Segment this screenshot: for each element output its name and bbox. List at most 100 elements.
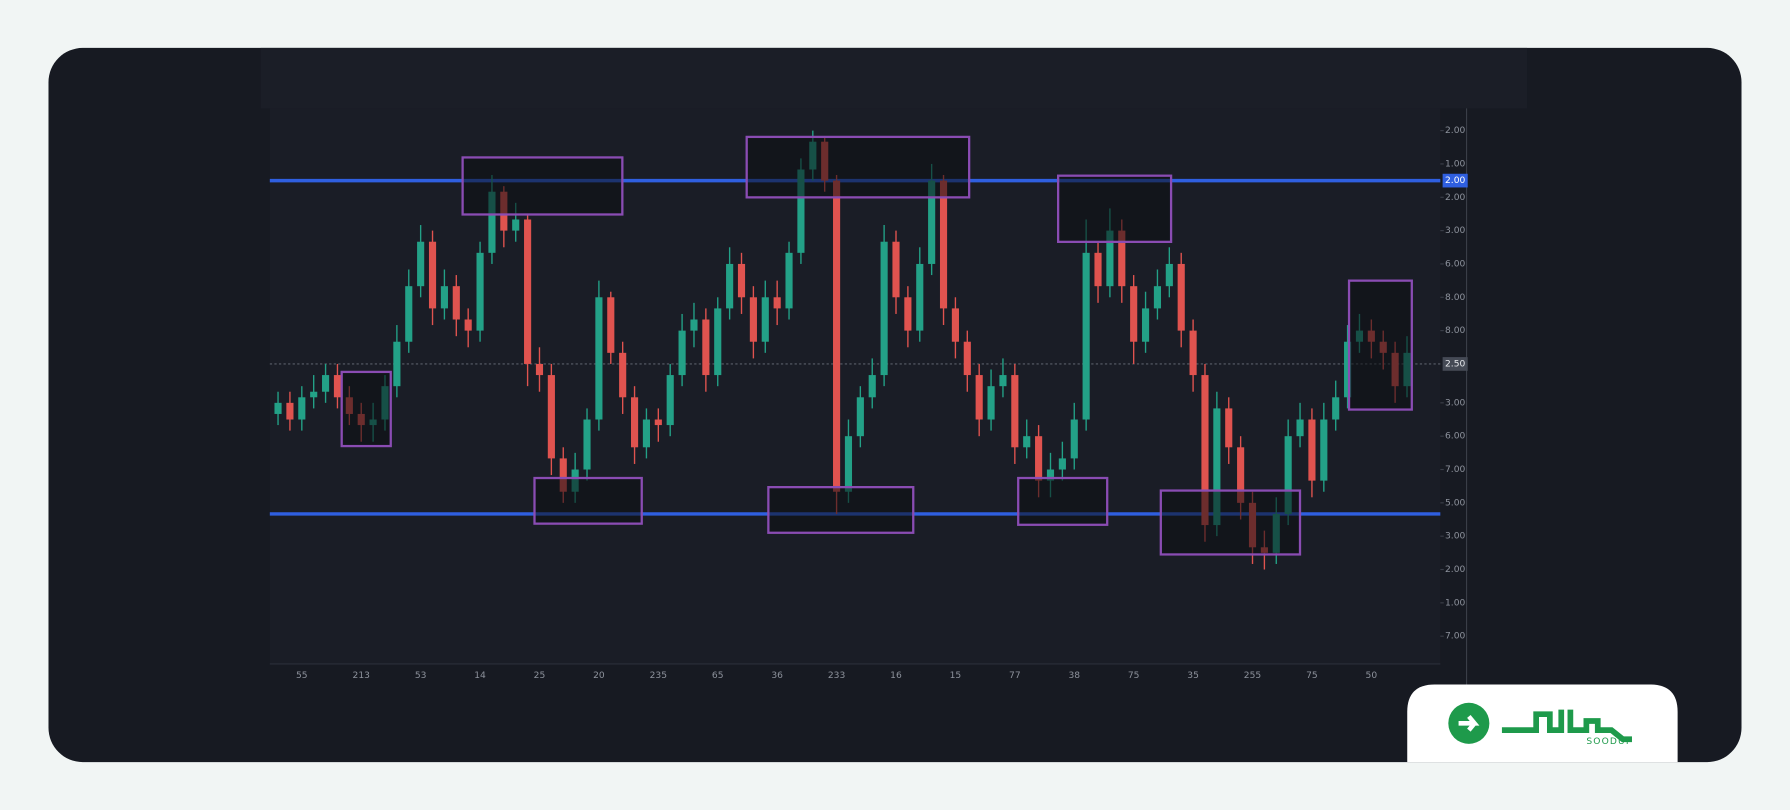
logo-script xyxy=(1501,709,1632,743)
box xyxy=(1159,489,1302,556)
box xyxy=(767,486,915,534)
candle-body xyxy=(286,402,294,420)
highlight-boxes xyxy=(340,135,1413,556)
candle-body xyxy=(583,419,591,470)
candle-body xyxy=(595,297,603,420)
candle-body xyxy=(1058,458,1066,470)
candle-body xyxy=(1177,263,1185,331)
y-tick-label: 2.00 xyxy=(1445,126,1465,136)
candle-body xyxy=(1141,308,1150,342)
candle-body xyxy=(749,297,757,342)
y-tick-label: 8.00 xyxy=(1445,326,1465,336)
candle-body xyxy=(726,263,734,309)
candle-body xyxy=(322,375,330,392)
candle-body xyxy=(512,219,520,231)
candle-body xyxy=(440,286,448,309)
candle-body xyxy=(939,180,948,309)
x-tick-label: 75 xyxy=(1306,671,1318,681)
y-tick-label: 5.00 xyxy=(1445,498,1465,508)
x-tick-label: 25 xyxy=(534,671,546,681)
candle-body xyxy=(797,169,805,253)
candle-body xyxy=(1308,419,1316,481)
x-tick-label: 55 xyxy=(296,671,308,681)
candle-body xyxy=(1225,408,1233,448)
price-line-badge xyxy=(1442,357,1468,371)
y-tick-label: 3.00 xyxy=(1445,398,1465,408)
candle-body xyxy=(535,363,544,376)
box xyxy=(1057,174,1173,243)
x-tick-label: 213 xyxy=(353,671,371,681)
logo-tab xyxy=(1407,684,1678,763)
candle-body xyxy=(928,180,936,264)
candle-body xyxy=(630,397,639,448)
candle-body xyxy=(1082,252,1090,420)
box xyxy=(533,476,643,525)
x-tick-label: 50 xyxy=(1366,671,1378,681)
candle-body xyxy=(559,458,567,492)
x-tick-label: 75 xyxy=(1128,671,1140,681)
level-label: 2.00 xyxy=(1445,176,1465,186)
y-tick-label: 2.00 xyxy=(1445,565,1465,575)
candle-body xyxy=(987,386,995,420)
x-tick-label: 16 xyxy=(890,671,902,681)
candle-body xyxy=(524,219,532,364)
candle-body xyxy=(1332,397,1340,420)
candle-body xyxy=(298,397,306,420)
candle-body xyxy=(666,375,674,426)
candle-body xyxy=(833,180,841,492)
candle-body xyxy=(1130,286,1138,342)
x-tick-label: 77 xyxy=(1009,671,1021,681)
candle-body xyxy=(488,191,496,253)
x-tick-label: 53 xyxy=(415,671,427,681)
candle-body xyxy=(1296,419,1304,437)
box xyxy=(745,135,971,199)
candle-body xyxy=(1106,230,1114,287)
candle-body xyxy=(452,286,460,320)
candle-body xyxy=(1201,375,1209,526)
candle-body xyxy=(785,252,793,309)
x-tick-label: 65 xyxy=(712,671,724,681)
x-tick-label: 35 xyxy=(1187,671,1199,681)
candle-body xyxy=(951,308,959,342)
box xyxy=(461,156,624,216)
candle-body xyxy=(904,297,912,331)
y-tick-label: 7.00 xyxy=(1445,632,1465,642)
x-tick-label: 38 xyxy=(1068,671,1080,681)
candle-body xyxy=(761,297,769,342)
candle-body xyxy=(1070,419,1078,459)
candle-body xyxy=(1153,286,1162,309)
candle-body xyxy=(547,375,555,459)
candle-body xyxy=(654,419,662,426)
header-strip xyxy=(260,47,1528,109)
box xyxy=(1347,279,1413,411)
x-tick-label: 235 xyxy=(650,671,667,681)
y-tick-label: 3.00 xyxy=(1445,532,1465,542)
candle-body xyxy=(607,297,615,353)
level-badge xyxy=(1442,173,1468,188)
candle-body xyxy=(476,252,484,331)
candle-body xyxy=(737,263,746,298)
y-tick-label: 2.00 xyxy=(1445,193,1465,203)
candle-body xyxy=(417,241,425,287)
candle-body xyxy=(999,375,1007,387)
candle-body xyxy=(405,286,413,342)
y-tick-label: 8.00 xyxy=(1445,293,1465,303)
candle-body xyxy=(856,397,864,437)
y-tick-label: 1.00 xyxy=(1445,598,1465,608)
candle-body xyxy=(642,419,651,448)
logo-arrow xyxy=(1458,714,1480,732)
candle-body xyxy=(1046,469,1055,481)
candle-body xyxy=(880,241,888,376)
candle-body xyxy=(393,341,401,387)
candle-body xyxy=(773,297,781,309)
x-tick-label: 14 xyxy=(474,671,486,681)
y-tick-label: 6.00 xyxy=(1445,432,1465,442)
candle-body xyxy=(1320,419,1328,481)
box xyxy=(1017,476,1109,526)
x-tick-label: 36 xyxy=(771,671,783,681)
box xyxy=(340,370,392,448)
x-tick-label: 233 xyxy=(828,671,846,681)
candle-body xyxy=(310,391,318,398)
axis-labels: 2.00 1.00 2.00 3.00 6.00 8.00 8.00 3.00 6.00 7.00… xyxy=(296,126,1468,681)
